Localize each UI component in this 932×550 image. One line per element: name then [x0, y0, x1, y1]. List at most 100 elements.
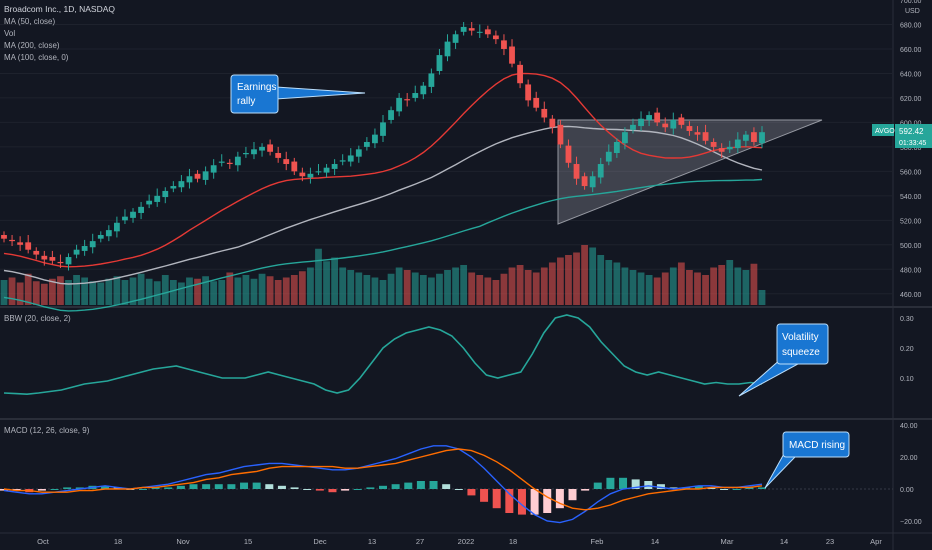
- candle-body: [194, 173, 201, 179]
- bbw-tick-label: 0.20: [900, 346, 914, 353]
- candle-body: [476, 31, 483, 33]
- price-tag-symbol-bg: [872, 124, 894, 136]
- candle-body: [468, 28, 475, 31]
- candle-body: [428, 73, 435, 87]
- macd-histogram-bar: [252, 482, 261, 489]
- candle-body: [186, 176, 193, 183]
- time-tick-label: Mar: [721, 537, 734, 546]
- candle-body: [694, 132, 701, 135]
- study-ma100-label[interactable]: MA (100, close, 0): [4, 53, 69, 62]
- volume-bar: [363, 275, 371, 305]
- volume-bar: [347, 270, 355, 305]
- macd-signal-line: [3, 448, 763, 511]
- macd-pane[interactable]: [0, 420, 893, 532]
- ma100-line: [3, 125, 763, 285]
- candle-body: [291, 161, 298, 172]
- bbw-tick-label: 0.10: [900, 376, 914, 383]
- bbw-pane[interactable]: [0, 308, 893, 418]
- time-tick-label: 2022: [458, 537, 475, 546]
- volume-bar: [524, 270, 532, 305]
- study-ma50-label[interactable]: MA (50, close): [4, 17, 55, 26]
- macd-axis-ticks[interactable]: 40.00 20.00 0.00 −20.00: [900, 423, 922, 526]
- volume-bar: [395, 267, 403, 305]
- study-ma200-label[interactable]: MA (200, close): [4, 41, 60, 50]
- price-tick-label: 560.00: [900, 169, 922, 176]
- candle-body: [589, 176, 596, 188]
- price-tick-label: 700.00: [900, 0, 922, 5]
- macd-histogram-bar: [505, 489, 514, 513]
- candle-body: [122, 216, 128, 221]
- volume-bar: [169, 280, 177, 305]
- macd-histogram-bar: [0, 489, 8, 491]
- volume-bar: [403, 270, 411, 305]
- candle-body: [436, 55, 443, 71]
- candle-body: [323, 167, 330, 173]
- macd-histogram-bar: [429, 481, 438, 489]
- volume-bar: [540, 267, 548, 305]
- macd-histogram-bar: [656, 484, 665, 489]
- volume-bar: [379, 280, 387, 305]
- time-tick-label: 14: [651, 537, 659, 546]
- price-tick-label: 500.00: [900, 243, 922, 250]
- candle-body: [686, 126, 693, 131]
- volatility-squeeze-callout[interactable]: Volatility squeeze: [738, 323, 829, 397]
- volume-bar: [355, 272, 363, 305]
- time-axis-ticks[interactable]: Oct 18 Nov 15 Dec 13 27 2022 18 Feb 14 Mar 14 23 Apr: [37, 537, 882, 546]
- candle-body: [178, 181, 185, 188]
- volume-bar: [718, 265, 726, 305]
- bbw-label[interactable]: BBW (20, close, 2): [4, 314, 71, 323]
- candle-body: [17, 242, 24, 245]
- macd-histogram-bar: [101, 485, 110, 489]
- volume-bar: [419, 275, 427, 305]
- symmetrical-triangle-pattern[interactable]: [557, 119, 823, 225]
- candle-body: [533, 97, 540, 108]
- macd-histogram-bar: [404, 482, 413, 489]
- macd-rising-text: MACD rising: [789, 440, 845, 451]
- volume-bar: [565, 255, 572, 305]
- candle-body: [283, 159, 290, 165]
- volume-bar: [105, 278, 113, 305]
- volume-bar: [613, 262, 621, 305]
- volume-bar: [323, 261, 330, 305]
- candle-body: [65, 257, 72, 265]
- volume-bar: [24, 273, 32, 305]
- candle-body: [638, 118, 644, 127]
- macd-label[interactable]: MACD (12, 26, close, 9): [4, 426, 90, 435]
- volume-bar: [597, 255, 605, 305]
- macd-histogram-bar: [214, 484, 223, 489]
- macd-histogram-bar: [75, 487, 84, 489]
- volume-bar: [274, 280, 282, 305]
- candle-body: [501, 40, 507, 49]
- macd-rising-callout[interactable]: MACD rising: [764, 431, 850, 489]
- volume-bar: [653, 277, 661, 305]
- volume-bar: [452, 267, 459, 305]
- volume-bar: [557, 257, 564, 305]
- price-axis-ticks[interactable]: 700.00 680.00 660.00 640.00 620.00 600.00 580.…: [900, 0, 922, 299]
- volume-bar: [113, 276, 121, 305]
- macd-histogram-bar: [176, 485, 185, 489]
- volume-bar: [758, 290, 766, 305]
- volume-bar: [89, 281, 97, 305]
- bbw-axis-ticks[interactable]: 0.30 0.20 0.10: [900, 316, 914, 383]
- volume-bar: [258, 273, 266, 305]
- macd-histogram-bar: [50, 489, 59, 490]
- time-tick-label: 14: [780, 537, 788, 546]
- candle-body: [492, 35, 499, 40]
- macd-lines: [0, 445, 893, 524]
- candle-body: [581, 176, 588, 187]
- volume-bar: [476, 275, 484, 305]
- macd-histogram-bar: [391, 484, 400, 489]
- candle-body: [81, 246, 88, 251]
- earnings-rally-callout[interactable]: Earnings rally: [230, 74, 366, 114]
- candle-body: [251, 149, 257, 155]
- bbw-tick-label: 0.30: [900, 316, 914, 323]
- volume-bar: [65, 280, 72, 305]
- candle-body: [331, 164, 338, 169]
- symbol-title[interactable]: Broadcom Inc., 1D, NASDAQ: [4, 4, 115, 14]
- candle-body: [57, 261, 64, 264]
- price-tick-label: 540.00: [900, 194, 922, 201]
- study-vol-label[interactable]: Vol: [4, 29, 15, 38]
- candle-body: [347, 155, 354, 162]
- volume-bar: [242, 275, 250, 305]
